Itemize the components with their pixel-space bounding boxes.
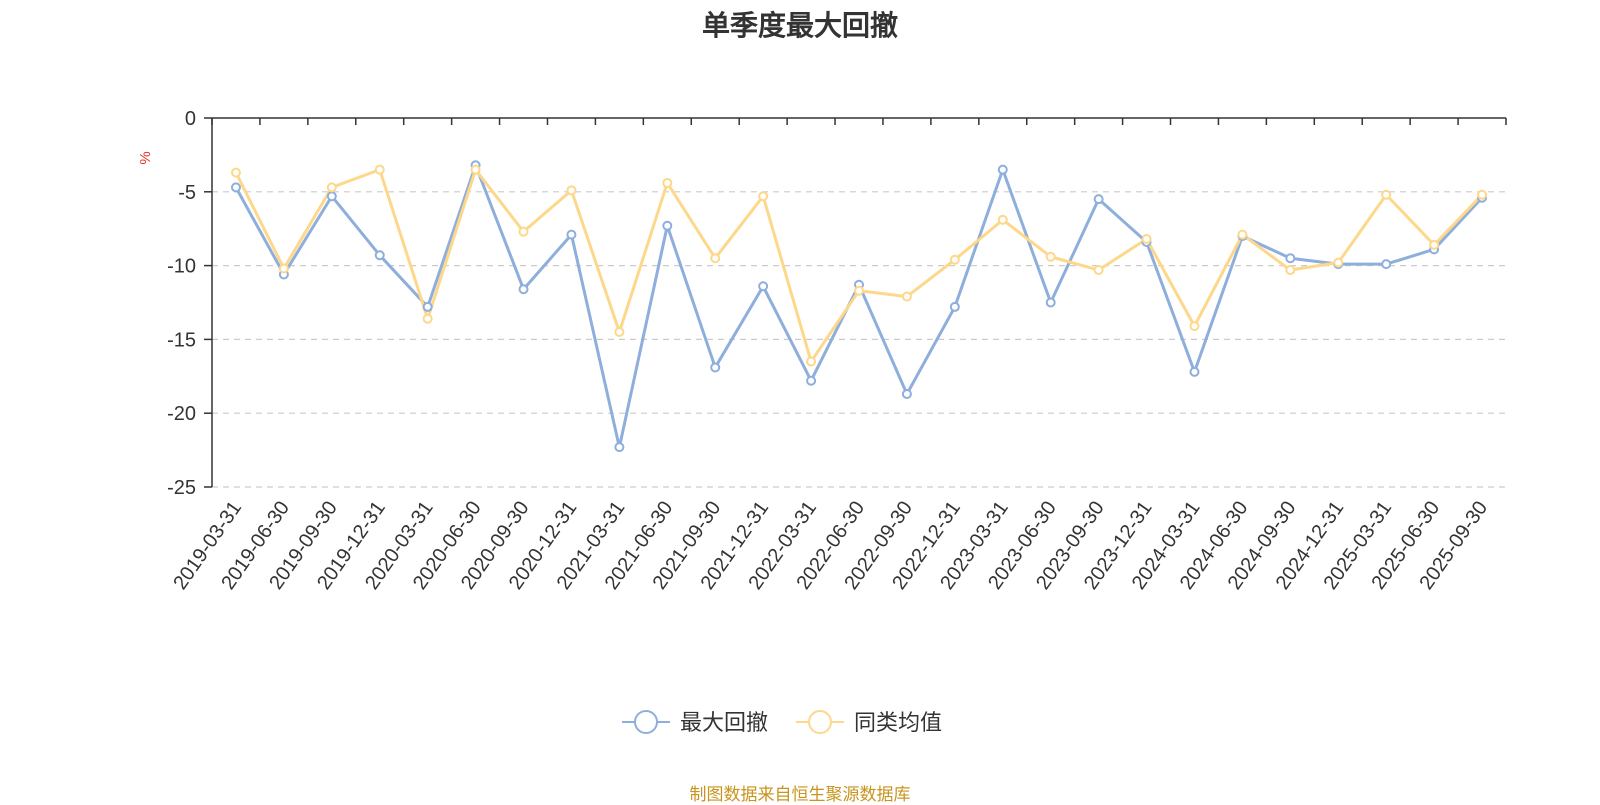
data-point bbox=[662, 177, 673, 188]
data-point bbox=[758, 281, 769, 292]
legend-label: 同类均值 bbox=[854, 711, 942, 736]
data-point bbox=[278, 263, 289, 274]
chart-title: 单季度最大回撤 bbox=[701, 9, 898, 42]
data-point bbox=[230, 182, 241, 193]
data-point bbox=[326, 182, 337, 193]
data-point bbox=[566, 185, 577, 196]
data-point bbox=[710, 362, 721, 373]
data-point bbox=[1189, 321, 1200, 332]
data-point bbox=[662, 220, 673, 231]
data-point bbox=[422, 313, 433, 324]
data-point bbox=[806, 356, 817, 367]
data-point bbox=[470, 164, 481, 175]
data-point bbox=[230, 167, 241, 178]
data-point bbox=[614, 327, 625, 338]
y-tick-labels: 0 -5 -10 -15 -20 -25 bbox=[167, 108, 196, 499]
data-point bbox=[1237, 229, 1248, 240]
data-point bbox=[758, 191, 769, 202]
data-point bbox=[1381, 259, 1392, 270]
data-point bbox=[518, 226, 529, 237]
data-point bbox=[1285, 253, 1296, 264]
data-point bbox=[422, 301, 433, 312]
data-point bbox=[374, 250, 385, 261]
data-point bbox=[374, 164, 385, 175]
data-point bbox=[1093, 265, 1104, 276]
y-tick-label: -15 bbox=[167, 329, 196, 351]
data-point bbox=[949, 301, 960, 312]
data-point bbox=[806, 375, 817, 386]
data-point bbox=[997, 214, 1008, 225]
y-tick-label: 0 bbox=[185, 108, 196, 130]
y-tick-label: -25 bbox=[167, 477, 196, 499]
data-point bbox=[518, 284, 529, 295]
data-point bbox=[1333, 257, 1344, 268]
data-point bbox=[997, 164, 1008, 175]
data-point bbox=[949, 254, 960, 265]
data-point bbox=[326, 191, 337, 202]
data-point bbox=[1045, 251, 1056, 262]
data-point bbox=[566, 229, 577, 240]
grid-lines bbox=[212, 191, 1506, 488]
data-point bbox=[1381, 189, 1392, 200]
data-point bbox=[1429, 239, 1440, 250]
x-tick-labels: 2019-03-312019-06-302019-09-302019-12-31… bbox=[169, 497, 1492, 593]
legend-marker bbox=[808, 710, 832, 734]
data-point bbox=[1285, 265, 1296, 276]
data-point bbox=[901, 389, 912, 400]
legend-marker bbox=[634, 710, 658, 734]
legend-label: 最大回撤 bbox=[680, 711, 768, 736]
data-point bbox=[1045, 297, 1056, 308]
data-point bbox=[854, 285, 864, 296]
y-tick-label: -10 bbox=[167, 256, 196, 278]
series-lines bbox=[230, 160, 1488, 453]
y-tick-label: -20 bbox=[167, 403, 196, 425]
data-point bbox=[901, 291, 912, 302]
data-point bbox=[1141, 234, 1152, 245]
y-axis-unit-label: % bbox=[137, 151, 154, 164]
data-point bbox=[1189, 366, 1200, 377]
data-point bbox=[1093, 194, 1104, 205]
axes bbox=[204, 117, 1507, 488]
data-point bbox=[1477, 189, 1488, 200]
y-tick-label: -5 bbox=[178, 182, 196, 204]
source-note: 制图数据来自恒生聚源数据库 bbox=[689, 785, 911, 805]
data-point bbox=[710, 253, 721, 264]
data-point bbox=[614, 442, 625, 453]
legend: 最大回撤 同类均值 bbox=[622, 710, 942, 736]
